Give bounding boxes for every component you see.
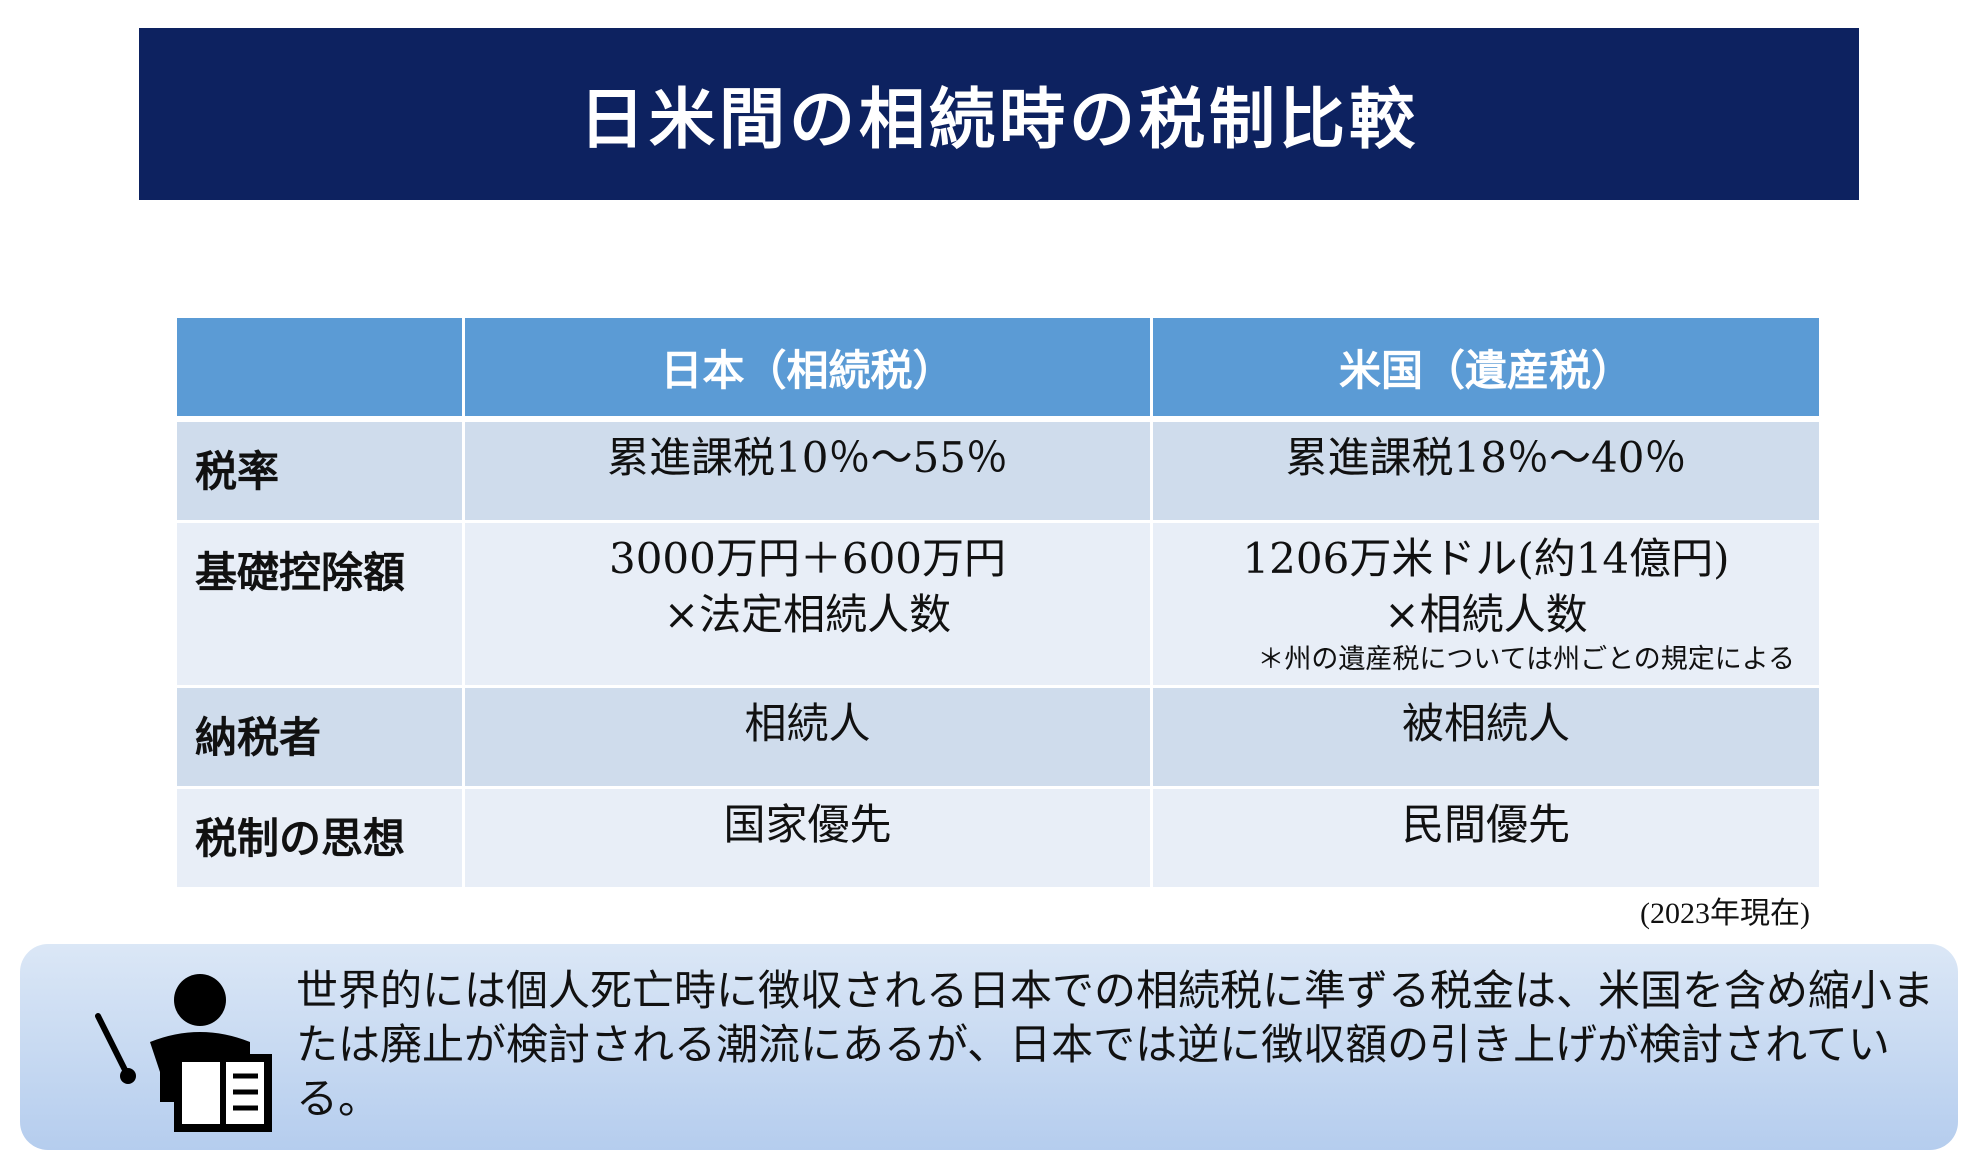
row-label-tax-rate: 税率: [195, 447, 280, 496]
cell-us-basic-deduction: 1206万米ドル(約14億円) ×相続人数 ＊州の遺産税については州ごとの規定に…: [1153, 523, 1819, 677]
info-box: 世界的には個人死亡時に徴収される日本での相続税に準ずる税金は、米国を含め縮小また…: [20, 944, 1958, 1150]
cell-text: 民間優先: [1401, 800, 1570, 849]
cell-text: 国家優先: [723, 800, 892, 849]
teacher-icon: [95, 974, 272, 1132]
header-us: 米国（遺産税）: [1153, 318, 1819, 422]
cell-text: ×相続人数: [1384, 590, 1588, 639]
cell-text: 被相続人: [1401, 699, 1570, 748]
table-row-taxpayer: 納税者 相続人 被相続人: [177, 688, 1819, 789]
cell-us-taxpayer: 被相続人: [1153, 688, 1819, 752]
state-tax-note: ＊州の遺産税については州ごとの規定による: [1257, 644, 1795, 675]
cell-text: ×法定相続人数: [663, 590, 952, 639]
cell-text: 1206万米ドル(約14億円): [1242, 534, 1730, 583]
page-title: 日米間の相続時の税制比較: [579, 81, 1419, 158]
cell-japan-tax-philosophy: 国家優先: [465, 789, 1150, 853]
cell-japan-taxpayer: 相続人: [465, 688, 1150, 752]
cell-text: 累進課税10％～55％: [607, 433, 1008, 482]
cell-japan-tax-rate: 累進課税10％～55％: [465, 422, 1150, 486]
table-row-basic-deduction: 基礎控除額 3000万円＋600万円 ×法定相続人数 1206万米ドル(約14億…: [177, 523, 1819, 688]
row-label-tax-philosophy: 税制の思想: [195, 814, 406, 863]
table-row-tax-rate: 税率 累進課税10％～55％ 累進課税18％～40％: [177, 422, 1819, 523]
cell-text: 3000万円＋600万円: [608, 534, 1007, 583]
header-empty: [177, 318, 465, 422]
table-header-row: 日本（相続税） 米国（遺産税）: [177, 318, 1819, 422]
info-text: 世界的には個人死亡時に徴収される日本での相続税に準ずる税金は、米国を含め縮小また…: [296, 966, 1935, 1123]
cell-us-tax-philosophy: 民間優先: [1153, 789, 1819, 853]
comparison-table: 日本（相続税） 米国（遺産税） 税率 累進課税10％～55％ 累進課税18％～4…: [177, 318, 1819, 890]
cell-text: 累進課税18％～40％: [1285, 433, 1687, 482]
as-of-date: (2023年現在): [1640, 897, 1810, 930]
cell-text: 相続人: [744, 699, 871, 748]
cell-japan-basic-deduction: 3000万円＋600万円 ×法定相続人数: [465, 523, 1150, 643]
header-japan: 日本（相続税）: [465, 318, 1153, 422]
cell-us-tax-rate: 累進課税18％～40％: [1153, 422, 1819, 486]
table-row-tax-philosophy: 税制の思想 国家優先 民間優先: [177, 789, 1819, 890]
row-label-taxpayer: 納税者: [195, 713, 322, 762]
title-banner: 日米間の相続時の税制比較: [139, 28, 1859, 200]
row-label-basic-deduction: 基礎控除額: [195, 548, 406, 597]
